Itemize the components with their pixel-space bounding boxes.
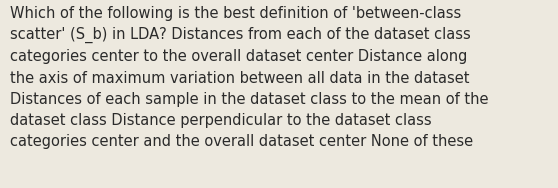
Text: Which of the following is the best definition of 'between-class
scatter' (S_b) i: Which of the following is the best defin… bbox=[10, 6, 489, 149]
